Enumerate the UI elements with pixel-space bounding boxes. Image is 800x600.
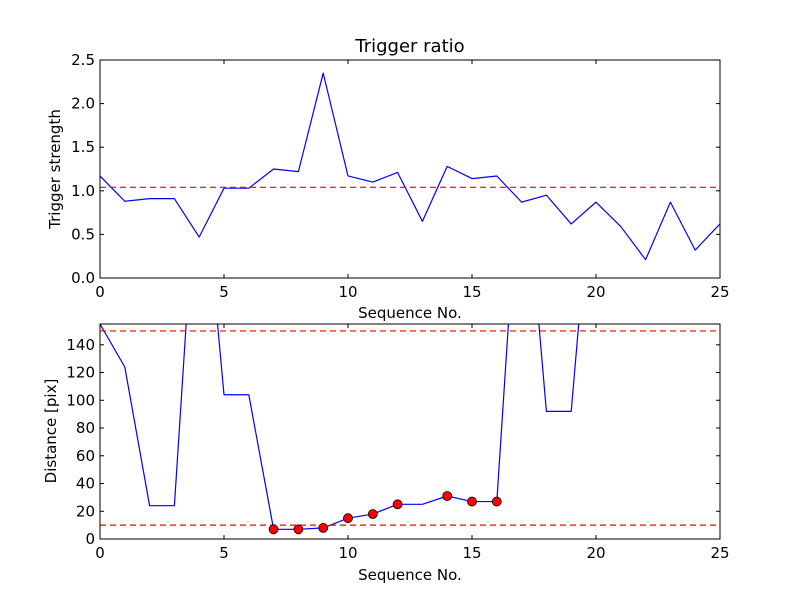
y-tick-label: 120 xyxy=(66,364,95,382)
plot-area xyxy=(100,324,720,530)
y-tick-label: 60 xyxy=(76,447,95,465)
x-tick-label: 0 xyxy=(95,283,105,301)
x-axis-label: Sequence No. xyxy=(358,304,462,322)
distance-chart: Sequence No. Distance [pix] 0 5 10 15 20 25 0 2… xyxy=(42,323,730,584)
data-point-marker xyxy=(467,496,477,507)
y-axis-label: Trigger strength xyxy=(46,109,64,230)
data-point-marker xyxy=(442,491,453,501)
x-tick-label: 15 xyxy=(462,283,481,301)
x-axis-label: Sequence No. xyxy=(358,566,462,584)
x-tick-label: 0 xyxy=(95,544,105,562)
y-tick-label: 140 xyxy=(66,336,95,354)
data-point-marker xyxy=(343,513,353,524)
y-tick-label: 2.0 xyxy=(71,95,95,113)
plot-area xyxy=(100,72,720,261)
chart-title: Trigger ratio xyxy=(354,36,464,57)
y-tick-label: 40 xyxy=(76,475,95,493)
x-tick-label: 10 xyxy=(338,283,357,301)
x-tick-label: 20 xyxy=(586,283,605,301)
y-axis-label: Distance [pix] xyxy=(42,379,60,484)
x-tick-label: 20 xyxy=(586,544,605,562)
data-point-marker xyxy=(491,496,502,507)
y-tick-label: 20 xyxy=(76,502,95,520)
data-point-marker xyxy=(367,509,378,519)
data-point-marker xyxy=(392,499,403,510)
axes-frame xyxy=(99,323,721,540)
data-point-marker xyxy=(293,524,304,535)
tick-group: 0 5 10 15 20 25 0.0 0.5 1.0 1.5 2.0 2.5 xyxy=(71,51,729,301)
trigger-ratio-chart: Trigger ratio Sequence No. Trigger stren… xyxy=(46,36,730,322)
series-line xyxy=(100,72,720,261)
x-tick-label: 5 xyxy=(219,283,229,301)
y-tick-label: 100 xyxy=(66,391,95,409)
tick-group: 0 5 10 15 20 25 0 20 40 60 80 100 120 140 xyxy=(66,324,730,562)
marker-group xyxy=(268,491,502,535)
x-tick-label: 5 xyxy=(219,544,229,562)
x-tick-label: 15 xyxy=(462,544,481,562)
y-tick-label: 80 xyxy=(76,419,95,437)
y-tick-label: 1.5 xyxy=(71,138,95,156)
y-tick-label: 1.0 xyxy=(71,182,95,200)
x-tick-label: 25 xyxy=(710,283,729,301)
x-tick-label: 25 xyxy=(710,544,729,562)
data-point-marker xyxy=(268,524,279,535)
x-tick-label: 10 xyxy=(338,544,357,562)
y-tick-label: 0 xyxy=(85,530,95,548)
y-tick-label: 0.5 xyxy=(71,225,95,243)
y-tick-label: 2.5 xyxy=(71,51,95,69)
data-point-marker xyxy=(318,523,329,533)
axes-frame xyxy=(99,59,721,279)
y-tick-label: 0.0 xyxy=(71,269,95,287)
